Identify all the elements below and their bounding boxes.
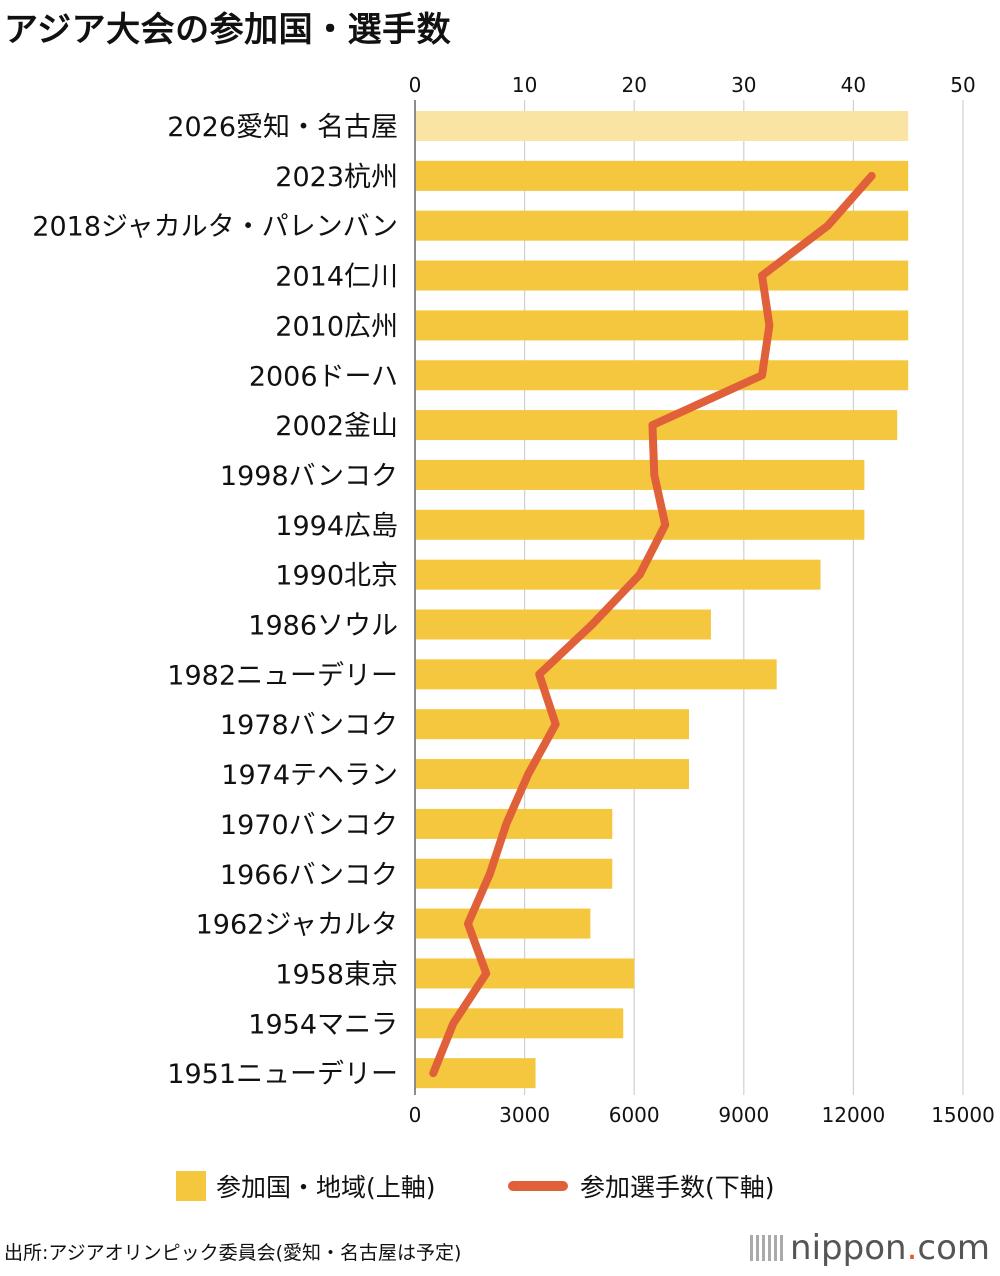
logo-name: nippon xyxy=(790,1228,907,1268)
bottom-axis-tick-label: 0 xyxy=(409,1103,422,1127)
category-label: 2023杭州 xyxy=(275,162,398,193)
legend-item-countries: 参加国・地域(上軸) xyxy=(176,1168,436,1204)
category-label: 1998バンコク xyxy=(220,461,398,492)
bottom-axis-tick-label: 6000 xyxy=(609,1103,660,1127)
bar xyxy=(416,459,865,490)
bar xyxy=(416,260,909,291)
bar xyxy=(416,310,909,341)
logo-mark-icon xyxy=(750,1235,785,1261)
bar xyxy=(416,858,613,889)
category-label: 1978バンコク xyxy=(220,710,398,741)
category-label: 2026愛知・名古屋 xyxy=(167,112,398,143)
bar xyxy=(416,559,821,590)
category-label: 2014仁川 xyxy=(275,262,398,293)
bar xyxy=(416,958,635,989)
category-label: 1982ニューデリー xyxy=(167,660,398,691)
legend-label-athletes: 参加選手数(下軸) xyxy=(580,1173,775,1202)
chart-title: アジア大会の参加国・選手数 xyxy=(4,10,452,50)
bar xyxy=(416,111,909,141)
category-label: 2010広州 xyxy=(275,311,398,342)
legend-item-athletes: 参加選手数(下軸) xyxy=(508,1168,775,1204)
category-label: 1990北京 xyxy=(275,561,398,592)
category-label: 2002釜山 xyxy=(275,411,398,442)
category-label: 1962ジャカルタ xyxy=(196,910,398,941)
bar xyxy=(416,509,865,540)
top-axis-tick-label: 0 xyxy=(409,73,422,97)
top-axis-tick-label: 10 xyxy=(512,73,537,97)
top-axis-tick-label: 50 xyxy=(950,73,975,97)
bottom-axis-tick-label: 15000 xyxy=(931,1103,995,1127)
bar xyxy=(416,659,777,690)
category-label: 1958東京 xyxy=(275,959,398,990)
legend-swatch-bar xyxy=(176,1171,206,1201)
category-label: 1994広島 xyxy=(275,511,398,542)
bar xyxy=(416,160,909,191)
category-label: 1954マニラ xyxy=(248,1009,398,1040)
logo-dot: . xyxy=(906,1228,918,1268)
legend-swatch-line xyxy=(508,1181,568,1191)
bar xyxy=(416,360,909,391)
bottom-axis-tick-label: 12000 xyxy=(822,1103,886,1127)
category-label: 1986ソウル xyxy=(248,611,398,642)
bar xyxy=(416,908,591,939)
logo-tld: com xyxy=(917,1228,990,1268)
top-axis-tick-label: 40 xyxy=(841,73,866,97)
legend-label-countries: 参加国・地域(上軸) xyxy=(216,1173,436,1202)
category-label: 1970バンコク xyxy=(220,810,398,841)
bar xyxy=(416,609,711,640)
category-label: 2006ドーハ xyxy=(249,361,398,392)
nippon-logo: nippon. com xyxy=(750,1228,990,1268)
category-label: 1974テヘラン xyxy=(221,760,398,791)
top-axis-tick-label: 30 xyxy=(731,73,756,97)
source-note: 出所:アジアオリンピック委員会(愛知・名古屋は予定) xyxy=(4,1242,462,1264)
bar xyxy=(416,759,689,790)
category-label: 2018ジャカルタ・パレンバン xyxy=(32,212,398,243)
top-axis-tick-label: 20 xyxy=(621,73,646,97)
chart-svg: 0 10 20 30 40 50 0 3000 6000 9000 12000 15000 2026愛知… xyxy=(32,73,995,1127)
bottom-axis-tick-label: 3000 xyxy=(499,1103,550,1127)
bottom-axis-tick-label: 9000 xyxy=(718,1103,769,1127)
category-label: 1966バンコク xyxy=(220,860,398,891)
chart-legend: 参加国・地域(上軸) 参加選手数(下軸) xyxy=(0,1168,1000,1208)
category-label: 1951ニューデリー xyxy=(167,1059,398,1090)
